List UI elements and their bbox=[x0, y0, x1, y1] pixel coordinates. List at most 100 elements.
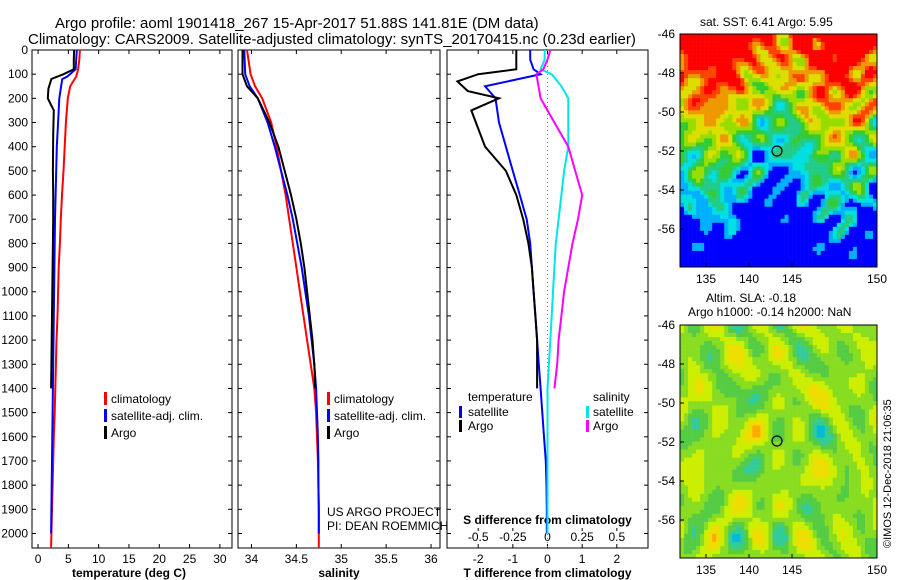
sst-cell bbox=[716, 238, 721, 244]
sst-cell bbox=[828, 106, 834, 111]
sla-cell bbox=[684, 469, 689, 474]
sst-cell bbox=[808, 106, 813, 111]
sst-cell bbox=[736, 170, 741, 175]
sst-cell bbox=[824, 90, 830, 95]
sla-cell bbox=[680, 433, 685, 438]
sst-cell bbox=[764, 226, 769, 232]
sla-cell bbox=[700, 409, 705, 414]
sst-cell bbox=[808, 46, 813, 51]
sst-cell bbox=[688, 162, 693, 167]
sst-cell bbox=[700, 226, 705, 232]
sst-cell bbox=[840, 74, 846, 79]
sst-cell bbox=[852, 222, 858, 228]
sst-cell bbox=[852, 242, 858, 248]
sla-cell bbox=[704, 397, 709, 402]
sla-cell bbox=[844, 365, 850, 370]
sla-cell bbox=[836, 469, 842, 474]
sla-cell bbox=[700, 381, 705, 386]
sst-cell bbox=[864, 150, 870, 155]
sla-cell bbox=[688, 425, 693, 430]
sst-cell bbox=[804, 254, 809, 260]
sla-cell bbox=[832, 405, 838, 410]
sst-cell bbox=[844, 78, 850, 83]
sst-cell bbox=[792, 98, 797, 103]
sst-cell bbox=[684, 90, 689, 95]
sst-cell bbox=[760, 134, 765, 139]
sst-cell bbox=[720, 90, 725, 95]
sst-cell bbox=[832, 74, 838, 79]
sst-cell bbox=[764, 62, 769, 67]
sla-cell bbox=[712, 377, 717, 382]
sst-cell bbox=[684, 174, 689, 179]
sst-cell bbox=[740, 198, 745, 204]
sst-cell bbox=[692, 142, 697, 147]
sla-cell bbox=[776, 449, 781, 454]
sla-cell bbox=[852, 377, 858, 382]
sst-cell bbox=[836, 178, 842, 183]
sst-cell bbox=[816, 106, 822, 111]
sla-cell bbox=[708, 333, 713, 338]
sst-cell bbox=[868, 42, 874, 47]
x-tick-label: 5 bbox=[65, 552, 72, 566]
sla-cell bbox=[812, 413, 817, 418]
sla-cell bbox=[752, 385, 757, 390]
sst-cell bbox=[872, 166, 877, 171]
sst-cell bbox=[844, 42, 850, 47]
sla-cell bbox=[840, 337, 846, 342]
sla-cell bbox=[720, 365, 725, 370]
sst-cell bbox=[832, 238, 838, 244]
sst-cell bbox=[752, 222, 757, 228]
sst-cell bbox=[828, 254, 834, 260]
sst-cell bbox=[716, 58, 721, 63]
sla-cell bbox=[792, 457, 797, 462]
sst-cell bbox=[684, 134, 689, 139]
sst-cell bbox=[792, 114, 797, 119]
sst-cell bbox=[868, 182, 874, 187]
sla-cell bbox=[684, 465, 689, 470]
sla-cell bbox=[816, 381, 822, 386]
sla-cell bbox=[792, 385, 797, 390]
sla-cell bbox=[812, 445, 817, 450]
sst-cell bbox=[836, 42, 842, 47]
sla-cell bbox=[788, 401, 793, 406]
sst-cell bbox=[792, 234, 797, 240]
sst-cell bbox=[696, 106, 701, 111]
sla-cell bbox=[832, 433, 838, 438]
sst-cell bbox=[728, 170, 733, 175]
sla-cell bbox=[836, 329, 842, 334]
sst-cell bbox=[712, 198, 717, 204]
sla-cell bbox=[800, 449, 805, 454]
sst-cell bbox=[832, 86, 838, 91]
sst-cell bbox=[848, 178, 854, 183]
sla-cell bbox=[684, 381, 689, 386]
sst-cell bbox=[792, 78, 797, 83]
sla-cell bbox=[848, 429, 854, 434]
sst-cell bbox=[860, 86, 866, 91]
sla-cell bbox=[752, 449, 757, 454]
sla-cell bbox=[768, 417, 773, 422]
sla-cell bbox=[852, 361, 858, 366]
sst-cell bbox=[860, 202, 866, 208]
sla-cell bbox=[864, 433, 870, 438]
sst-cell bbox=[724, 250, 729, 256]
sst-cell bbox=[768, 102, 773, 107]
sst-cell bbox=[692, 222, 697, 228]
sst-cell bbox=[776, 174, 781, 179]
sla-cell bbox=[852, 421, 858, 426]
sst-cell bbox=[684, 70, 689, 75]
legend-diff-t-argo: Argo bbox=[468, 419, 494, 433]
salinity-legend: climatology satellite-adj. clim. Argo bbox=[327, 392, 426, 440]
sla-cell bbox=[684, 341, 689, 346]
sla-cell bbox=[704, 461, 709, 466]
sla-cell bbox=[812, 357, 817, 362]
sla-cell bbox=[768, 361, 773, 366]
sst-cell bbox=[696, 222, 701, 228]
sst-cell bbox=[800, 34, 805, 39]
sst-cell bbox=[824, 186, 830, 191]
sla-cell bbox=[804, 393, 809, 398]
sla-cell bbox=[864, 329, 870, 334]
sla-cell bbox=[808, 401, 813, 406]
sla-cell bbox=[708, 377, 713, 382]
sst-cell bbox=[700, 174, 705, 179]
sst-cell bbox=[828, 82, 834, 87]
